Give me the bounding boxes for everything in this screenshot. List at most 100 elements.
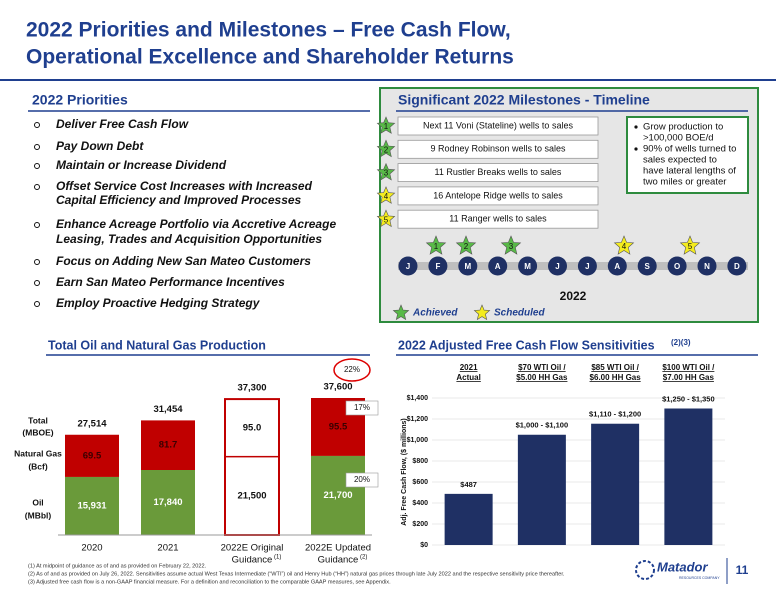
month-marker xyxy=(458,256,478,276)
annotation-box xyxy=(345,400,379,416)
total-label: 37,600 xyxy=(323,382,352,393)
timeline-star xyxy=(679,235,701,255)
notes-box xyxy=(626,116,749,194)
y-tick-label: $0 xyxy=(420,542,428,549)
milestone-label: 9 Rodney Robinson wells to sales xyxy=(430,144,566,154)
priority-text: Employ Proactive Hedging Strategy xyxy=(56,296,261,310)
note-text: two miles or greater xyxy=(643,177,726,188)
month-marker xyxy=(398,256,418,276)
note-text: >100,000 BOE/d xyxy=(643,133,714,144)
milestone-number: 5 xyxy=(384,215,389,224)
total-label: 31,454 xyxy=(153,404,183,415)
timeline-star-number: 3 xyxy=(509,242,514,251)
annotation: 20% xyxy=(354,475,370,484)
month-label: J xyxy=(406,262,410,271)
timeline-star-number: 4 xyxy=(622,242,627,251)
bullet xyxy=(34,163,40,169)
month-label: J xyxy=(585,262,589,271)
bullet xyxy=(634,125,638,129)
series-label: (MBbl) xyxy=(25,510,52,520)
y-tick-label: $200 xyxy=(412,521,428,528)
priorities-heading: 2022 Priorities xyxy=(32,92,128,108)
series-label: Oil xyxy=(32,497,43,507)
milestone-label: 16 Antelope Ridge wells to sales xyxy=(433,190,563,200)
month-label: M xyxy=(524,262,531,271)
milestone-number: 2 xyxy=(384,145,389,154)
series-label: Total xyxy=(28,415,48,425)
bullet xyxy=(34,222,40,228)
gas-segment xyxy=(225,399,279,457)
bullet xyxy=(34,122,40,128)
value-label: $487 xyxy=(460,480,477,489)
y-tick-label: $1,000 xyxy=(407,437,429,444)
month-label: J xyxy=(555,262,559,271)
y-tick-label: $400 xyxy=(412,500,428,507)
month-marker xyxy=(577,256,597,276)
annotation-box xyxy=(345,472,379,488)
bullet xyxy=(34,184,40,190)
oil-segment xyxy=(224,455,280,536)
page-number: 11 xyxy=(736,563,749,577)
milestone-box xyxy=(397,116,599,136)
value-label: 95.0 xyxy=(243,422,262,433)
milestone-box xyxy=(397,186,599,206)
timeline-star xyxy=(500,235,522,255)
total-label: 27,514 xyxy=(77,418,107,429)
title-line: Operational Excellence and Shareholder R… xyxy=(26,46,514,69)
note-text: sales expected to xyxy=(643,155,717,166)
priority-text: Leasing, Trades and Acquisition Opportun… xyxy=(56,232,322,246)
note-text: 90% of wells turned to xyxy=(643,144,736,155)
value-label: 21,700 xyxy=(323,490,352,501)
annotation: 17% xyxy=(354,403,370,412)
month-marker xyxy=(727,256,747,276)
milestone-star xyxy=(376,209,396,228)
logo-name: Matador xyxy=(657,559,709,574)
y-axis-label: Adj. Free Cash Flow, ($ millions) xyxy=(401,418,408,525)
note-text: Grow production to xyxy=(643,122,723,133)
month-marker xyxy=(548,256,567,276)
bar xyxy=(591,423,640,545)
oil-segment xyxy=(141,469,195,535)
bar xyxy=(517,434,566,545)
x-tick-label: 2021 xyxy=(157,543,178,554)
month-marker xyxy=(667,256,687,276)
bullet xyxy=(34,259,40,265)
month-label: N xyxy=(704,262,710,271)
chart-title: Total Oil and Natural Gas Production xyxy=(48,338,266,352)
series-label: (Bcf) xyxy=(28,461,48,471)
month-marker xyxy=(607,256,627,276)
month-label: F xyxy=(435,262,440,271)
x-tick-label: Guidance xyxy=(318,555,359,566)
x-category-label: $70 WTI Oil / xyxy=(518,363,566,372)
timeline-bar xyxy=(398,262,748,270)
x-category-label: Actual xyxy=(456,373,480,382)
legend-label: Achieved xyxy=(412,308,458,319)
series-label: (MBOE) xyxy=(22,427,53,437)
y-tick-label: $1,400 xyxy=(407,395,429,402)
x-tick-label: 2022E Updated xyxy=(305,543,371,554)
annotation: 22% xyxy=(344,365,360,374)
logo-mark xyxy=(635,560,655,580)
annotation-circle xyxy=(333,358,371,382)
legend-star xyxy=(392,304,410,321)
timeline-star-number: 5 xyxy=(688,242,693,251)
x-category-label: $100 WTI Oil / xyxy=(662,363,715,372)
value-label: 81.7 xyxy=(159,440,178,451)
timeline-star xyxy=(425,235,447,255)
footnote: (1) At midpoint of guidance as of and as… xyxy=(28,563,207,569)
value-label: $1,250 - $1,350 xyxy=(662,394,715,403)
milestone-star xyxy=(376,186,396,204)
gas-segment xyxy=(65,434,119,477)
timeline-star-number: 2 xyxy=(464,242,469,251)
month-label: S xyxy=(645,262,651,271)
milestone-box xyxy=(397,139,599,159)
month-label: O xyxy=(674,262,680,271)
priority-text: Maintain or Increase Dividend xyxy=(56,158,227,172)
oil-segment xyxy=(65,476,119,535)
x-tick-label: 2022E Original xyxy=(221,543,284,554)
x-category-label: $6.00 HH Gas xyxy=(590,373,642,382)
x-category-label: 2021 xyxy=(460,363,478,372)
bullet xyxy=(34,301,40,307)
bullet xyxy=(634,147,638,151)
